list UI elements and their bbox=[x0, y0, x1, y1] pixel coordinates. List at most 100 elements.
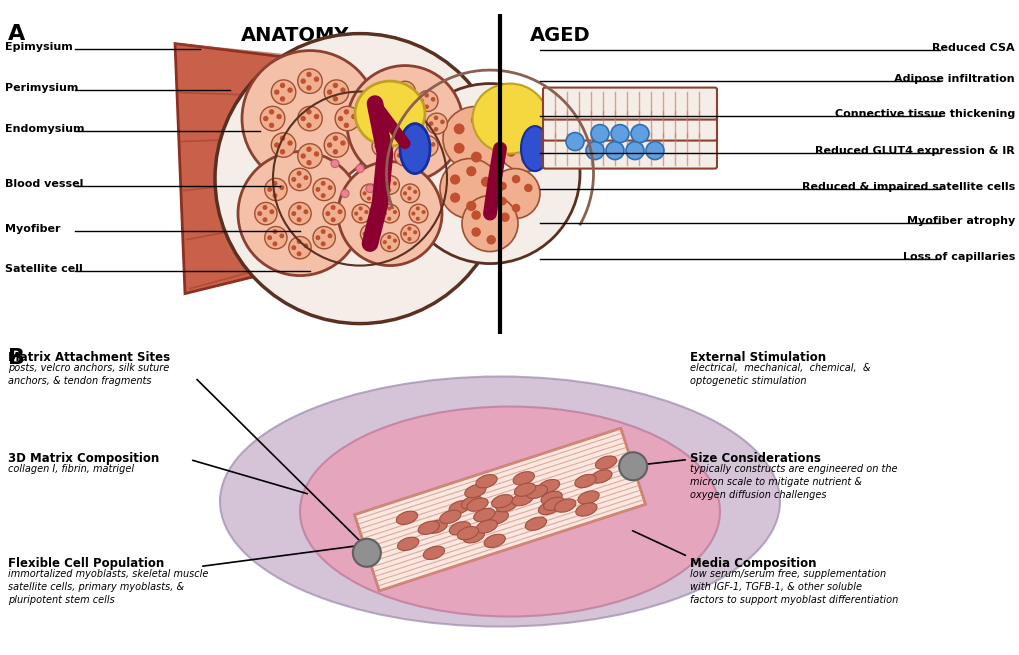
Circle shape bbox=[521, 122, 531, 132]
Ellipse shape bbox=[396, 511, 417, 525]
Circle shape bbox=[298, 143, 322, 168]
Circle shape bbox=[353, 539, 380, 567]
Circle shape bbox=[401, 95, 406, 100]
Circle shape bbox=[535, 132, 544, 142]
Circle shape bbox=[272, 241, 277, 246]
Circle shape bbox=[408, 88, 413, 92]
Circle shape bbox=[505, 130, 516, 140]
Circle shape bbox=[291, 211, 296, 216]
Text: immortalized myoblasts, skeletal muscle
satellite cells, primary myoblasts, &
pl: immortalized myoblasts, skeletal muscle … bbox=[8, 569, 208, 605]
Circle shape bbox=[306, 160, 312, 166]
Text: Loss of capillaries: Loss of capillaries bbox=[902, 252, 1014, 261]
Circle shape bbox=[262, 217, 267, 222]
Ellipse shape bbox=[575, 503, 596, 516]
Circle shape bbox=[401, 159, 406, 164]
Circle shape bbox=[387, 217, 391, 221]
Circle shape bbox=[416, 217, 420, 221]
Circle shape bbox=[332, 136, 338, 141]
Text: AGED: AGED bbox=[529, 26, 590, 45]
Circle shape bbox=[512, 175, 520, 183]
Circle shape bbox=[288, 168, 311, 191]
Circle shape bbox=[626, 141, 643, 160]
Circle shape bbox=[498, 197, 506, 206]
Circle shape bbox=[401, 84, 406, 88]
Text: typically constructs are engineered on the
micron scale to mitigate nutrient &
o: typically constructs are engineered on t… bbox=[689, 464, 897, 500]
Circle shape bbox=[327, 233, 332, 238]
Ellipse shape bbox=[521, 126, 548, 171]
Circle shape bbox=[315, 235, 320, 240]
Ellipse shape bbox=[538, 501, 559, 515]
Circle shape bbox=[409, 204, 428, 223]
Circle shape bbox=[367, 196, 371, 200]
Circle shape bbox=[323, 202, 344, 225]
Ellipse shape bbox=[575, 474, 595, 488]
FancyBboxPatch shape bbox=[542, 128, 716, 168]
Circle shape bbox=[340, 87, 345, 93]
Ellipse shape bbox=[554, 499, 576, 512]
Circle shape bbox=[370, 115, 374, 120]
Circle shape bbox=[394, 81, 415, 102]
Text: Media Composition: Media Composition bbox=[689, 557, 815, 570]
Text: A: A bbox=[8, 24, 25, 44]
Text: Myofiber: Myofiber bbox=[5, 223, 60, 234]
Circle shape bbox=[267, 235, 272, 240]
Circle shape bbox=[430, 142, 435, 147]
Circle shape bbox=[407, 227, 411, 231]
Circle shape bbox=[366, 185, 374, 193]
Circle shape bbox=[320, 241, 325, 246]
Circle shape bbox=[265, 178, 286, 200]
Circle shape bbox=[306, 122, 312, 128]
Circle shape bbox=[313, 227, 335, 249]
Circle shape bbox=[400, 184, 419, 202]
Circle shape bbox=[327, 90, 332, 95]
Circle shape bbox=[272, 229, 277, 234]
Circle shape bbox=[387, 235, 391, 239]
Text: Connective tissue thickening: Connective tissue thickening bbox=[834, 109, 1014, 119]
Circle shape bbox=[421, 210, 425, 214]
Circle shape bbox=[260, 106, 284, 131]
Circle shape bbox=[287, 87, 292, 93]
Circle shape bbox=[352, 204, 370, 223]
Circle shape bbox=[428, 121, 433, 126]
Ellipse shape bbox=[590, 470, 611, 483]
Circle shape bbox=[403, 232, 407, 236]
Circle shape bbox=[279, 185, 284, 190]
Circle shape bbox=[372, 136, 392, 157]
Circle shape bbox=[274, 142, 279, 148]
Circle shape bbox=[385, 97, 390, 102]
Circle shape bbox=[631, 124, 648, 143]
Circle shape bbox=[297, 205, 302, 210]
Circle shape bbox=[399, 84, 580, 263]
Text: ANATOMY: ANATOMY bbox=[240, 26, 348, 45]
Ellipse shape bbox=[461, 496, 482, 509]
Circle shape bbox=[392, 210, 396, 214]
Circle shape bbox=[439, 120, 444, 124]
Circle shape bbox=[360, 225, 379, 243]
Circle shape bbox=[325, 211, 330, 216]
Circle shape bbox=[486, 202, 495, 212]
Circle shape bbox=[430, 97, 435, 102]
Circle shape bbox=[301, 116, 306, 121]
Circle shape bbox=[396, 153, 401, 158]
Circle shape bbox=[387, 206, 391, 210]
Circle shape bbox=[471, 227, 480, 237]
Text: Size Considerations: Size Considerations bbox=[689, 451, 820, 464]
Circle shape bbox=[424, 138, 429, 143]
Circle shape bbox=[340, 140, 345, 145]
Circle shape bbox=[645, 141, 663, 160]
Circle shape bbox=[489, 168, 539, 219]
Circle shape bbox=[433, 127, 438, 132]
Text: Flexible Cell Population: Flexible Cell Population bbox=[8, 557, 164, 570]
Circle shape bbox=[385, 142, 390, 147]
Ellipse shape bbox=[355, 81, 425, 146]
Circle shape bbox=[380, 176, 399, 195]
Text: low serum/serum free, supplementation
with IGF-1, TGFB-1, & other soluble
factor: low serum/serum free, supplementation wi… bbox=[689, 569, 898, 605]
Text: 3D Matrix Composition: 3D Matrix Composition bbox=[8, 451, 159, 464]
Circle shape bbox=[382, 240, 386, 244]
Circle shape bbox=[382, 183, 386, 187]
Circle shape bbox=[359, 206, 363, 210]
Circle shape bbox=[505, 147, 516, 157]
Circle shape bbox=[343, 122, 348, 128]
Ellipse shape bbox=[439, 510, 461, 523]
Circle shape bbox=[380, 204, 399, 223]
